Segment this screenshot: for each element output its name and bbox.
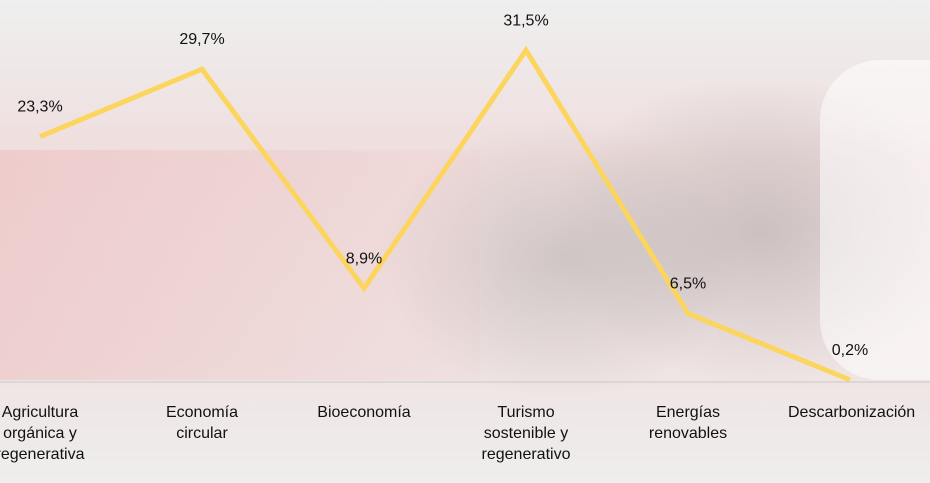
background-shape (0, 150, 480, 380)
data-label: 0,2% (832, 342, 868, 359)
x-tick-label: Turismo sostenible y regenerativo (481, 404, 571, 463)
data-label: 31,5% (503, 12, 548, 29)
x-tick-label: Bioeconomía (317, 404, 411, 421)
data-line (39, 45, 851, 383)
x-tick-label: Economía circular (165, 404, 239, 442)
x-tick-label: Descarbonización (788, 404, 916, 421)
data-label: 29,7% (179, 31, 224, 48)
x-tick-label: Agricultura orgánica y regenerativa (0, 404, 85, 463)
x-tick-label: Energías renovables (648, 404, 728, 442)
data-label: 8,9% (346, 250, 382, 267)
background-shape (820, 60, 930, 380)
data-label: 23,3% (17, 99, 62, 116)
data-label: 6,5% (670, 276, 706, 293)
